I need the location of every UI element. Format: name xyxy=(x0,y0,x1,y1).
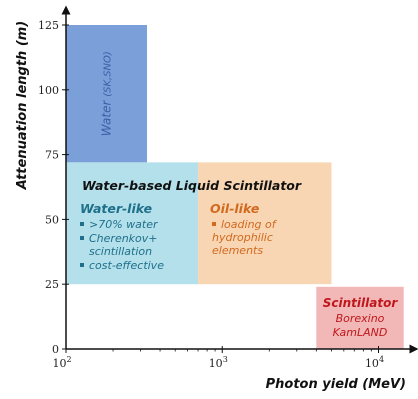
x-tick-label: 102 xyxy=(52,355,71,370)
oil-like-title: Oil-like xyxy=(210,201,259,216)
water-like-title: Water-like xyxy=(80,201,152,216)
x-tick-label: 103 xyxy=(209,355,228,370)
y-tick-label: 125 xyxy=(38,19,59,32)
wbls-header-label: Water-based Liquid Scintillator xyxy=(82,178,302,193)
oil-like-item: loading of hydrophilic elements xyxy=(212,218,278,257)
water-label-main: Water xyxy=(100,97,114,136)
region-water-like xyxy=(66,162,199,285)
water-label-sub: (SK,SNO) xyxy=(103,51,114,97)
scintillator-title: Scintillator xyxy=(323,296,399,310)
bullet-icon xyxy=(80,222,84,226)
x-axis-title: Photon yield (MeV) xyxy=(266,377,406,392)
water-like-item: Cherenkov+ scintillation xyxy=(89,232,158,258)
water-like-item: cost-effective xyxy=(89,259,164,272)
y-tick-label: 100 xyxy=(38,84,59,97)
region-oil-like xyxy=(198,162,332,285)
y-tick-label: 0 xyxy=(52,343,59,356)
water-like-item: >70% water xyxy=(89,218,159,231)
bullet-icon xyxy=(80,236,84,240)
region-scintillator xyxy=(316,286,404,349)
region-water xyxy=(66,25,148,163)
bullet-icon xyxy=(80,263,84,267)
y-tick-label: 50 xyxy=(45,213,59,226)
scintillator-line: Borexino xyxy=(336,312,385,325)
regions-layer xyxy=(66,25,404,349)
y-axis-title: Attenuation length (m) xyxy=(15,21,30,191)
y-tick-label: 75 xyxy=(45,149,59,162)
y-tick-label: 25 xyxy=(45,278,59,291)
bullet-icon xyxy=(212,222,216,226)
scintillator-line: KamLAND xyxy=(333,326,388,339)
x-tick-label: 104 xyxy=(365,355,384,370)
water-label: Water (SK,SNO) xyxy=(100,51,114,136)
axes-layer: 0 25 50 75 100 125 102 103 104 Photon yield (MeV)… xyxy=(15,5,418,392)
text-layer: Water (SK,SNO) Water-based Liquid Scintil… xyxy=(80,51,398,339)
